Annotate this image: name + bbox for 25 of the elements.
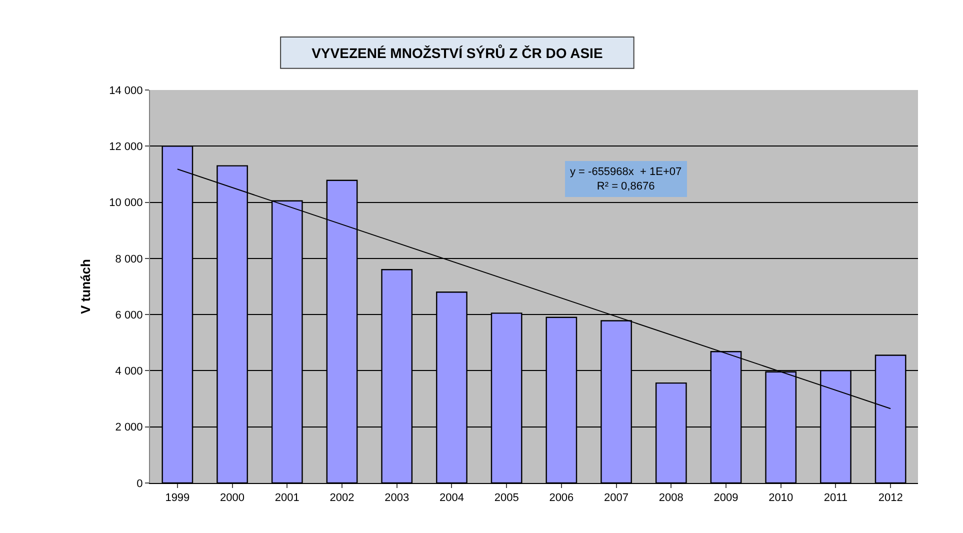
y-tick-label: 8 000 [115, 253, 143, 266]
x-tick-label: 2010 [768, 492, 794, 504]
x-tick-label: 2009 [714, 492, 738, 504]
y-tick-label: 10 000 [109, 197, 143, 210]
x-tick-label: 2001 [274, 492, 300, 504]
x-tick-label: 2004 [439, 492, 464, 504]
x-tick-label: 2008 [658, 492, 684, 504]
x-tick-label: 2011 [824, 492, 848, 504]
y-tick-label: 4 000 [115, 366, 143, 378]
y-tick-label: 2 000 [115, 422, 143, 434]
x-tick-label: 2012 [878, 492, 903, 504]
y-axis-title: V tunách [78, 259, 94, 314]
y-tick-label: 12 000 [109, 140, 143, 153]
x-tick-label: 1999 [165, 492, 190, 504]
x-tick-label: 2007 [604, 492, 629, 504]
annotation: y = -655968x + 1E+07 R² = 0,8676 [570, 166, 682, 192]
x-tick-label: 2002 [330, 492, 354, 504]
x-tick-label: 2005 [494, 492, 519, 504]
x-tick-label: 2000 [220, 492, 245, 504]
chart-title: VYVEZENÉ MNOŽSTVÍ SÝRŮ Z ČR DO ASIE [312, 44, 603, 62]
y-tick-label: 0 [136, 478, 143, 490]
x-tick-label: 2003 [384, 492, 410, 504]
y-tick-label: 14 000 [109, 84, 143, 97]
x-tick-label: 2006 [549, 492, 574, 504]
y-tick-label: 6 000 [115, 309, 143, 322]
